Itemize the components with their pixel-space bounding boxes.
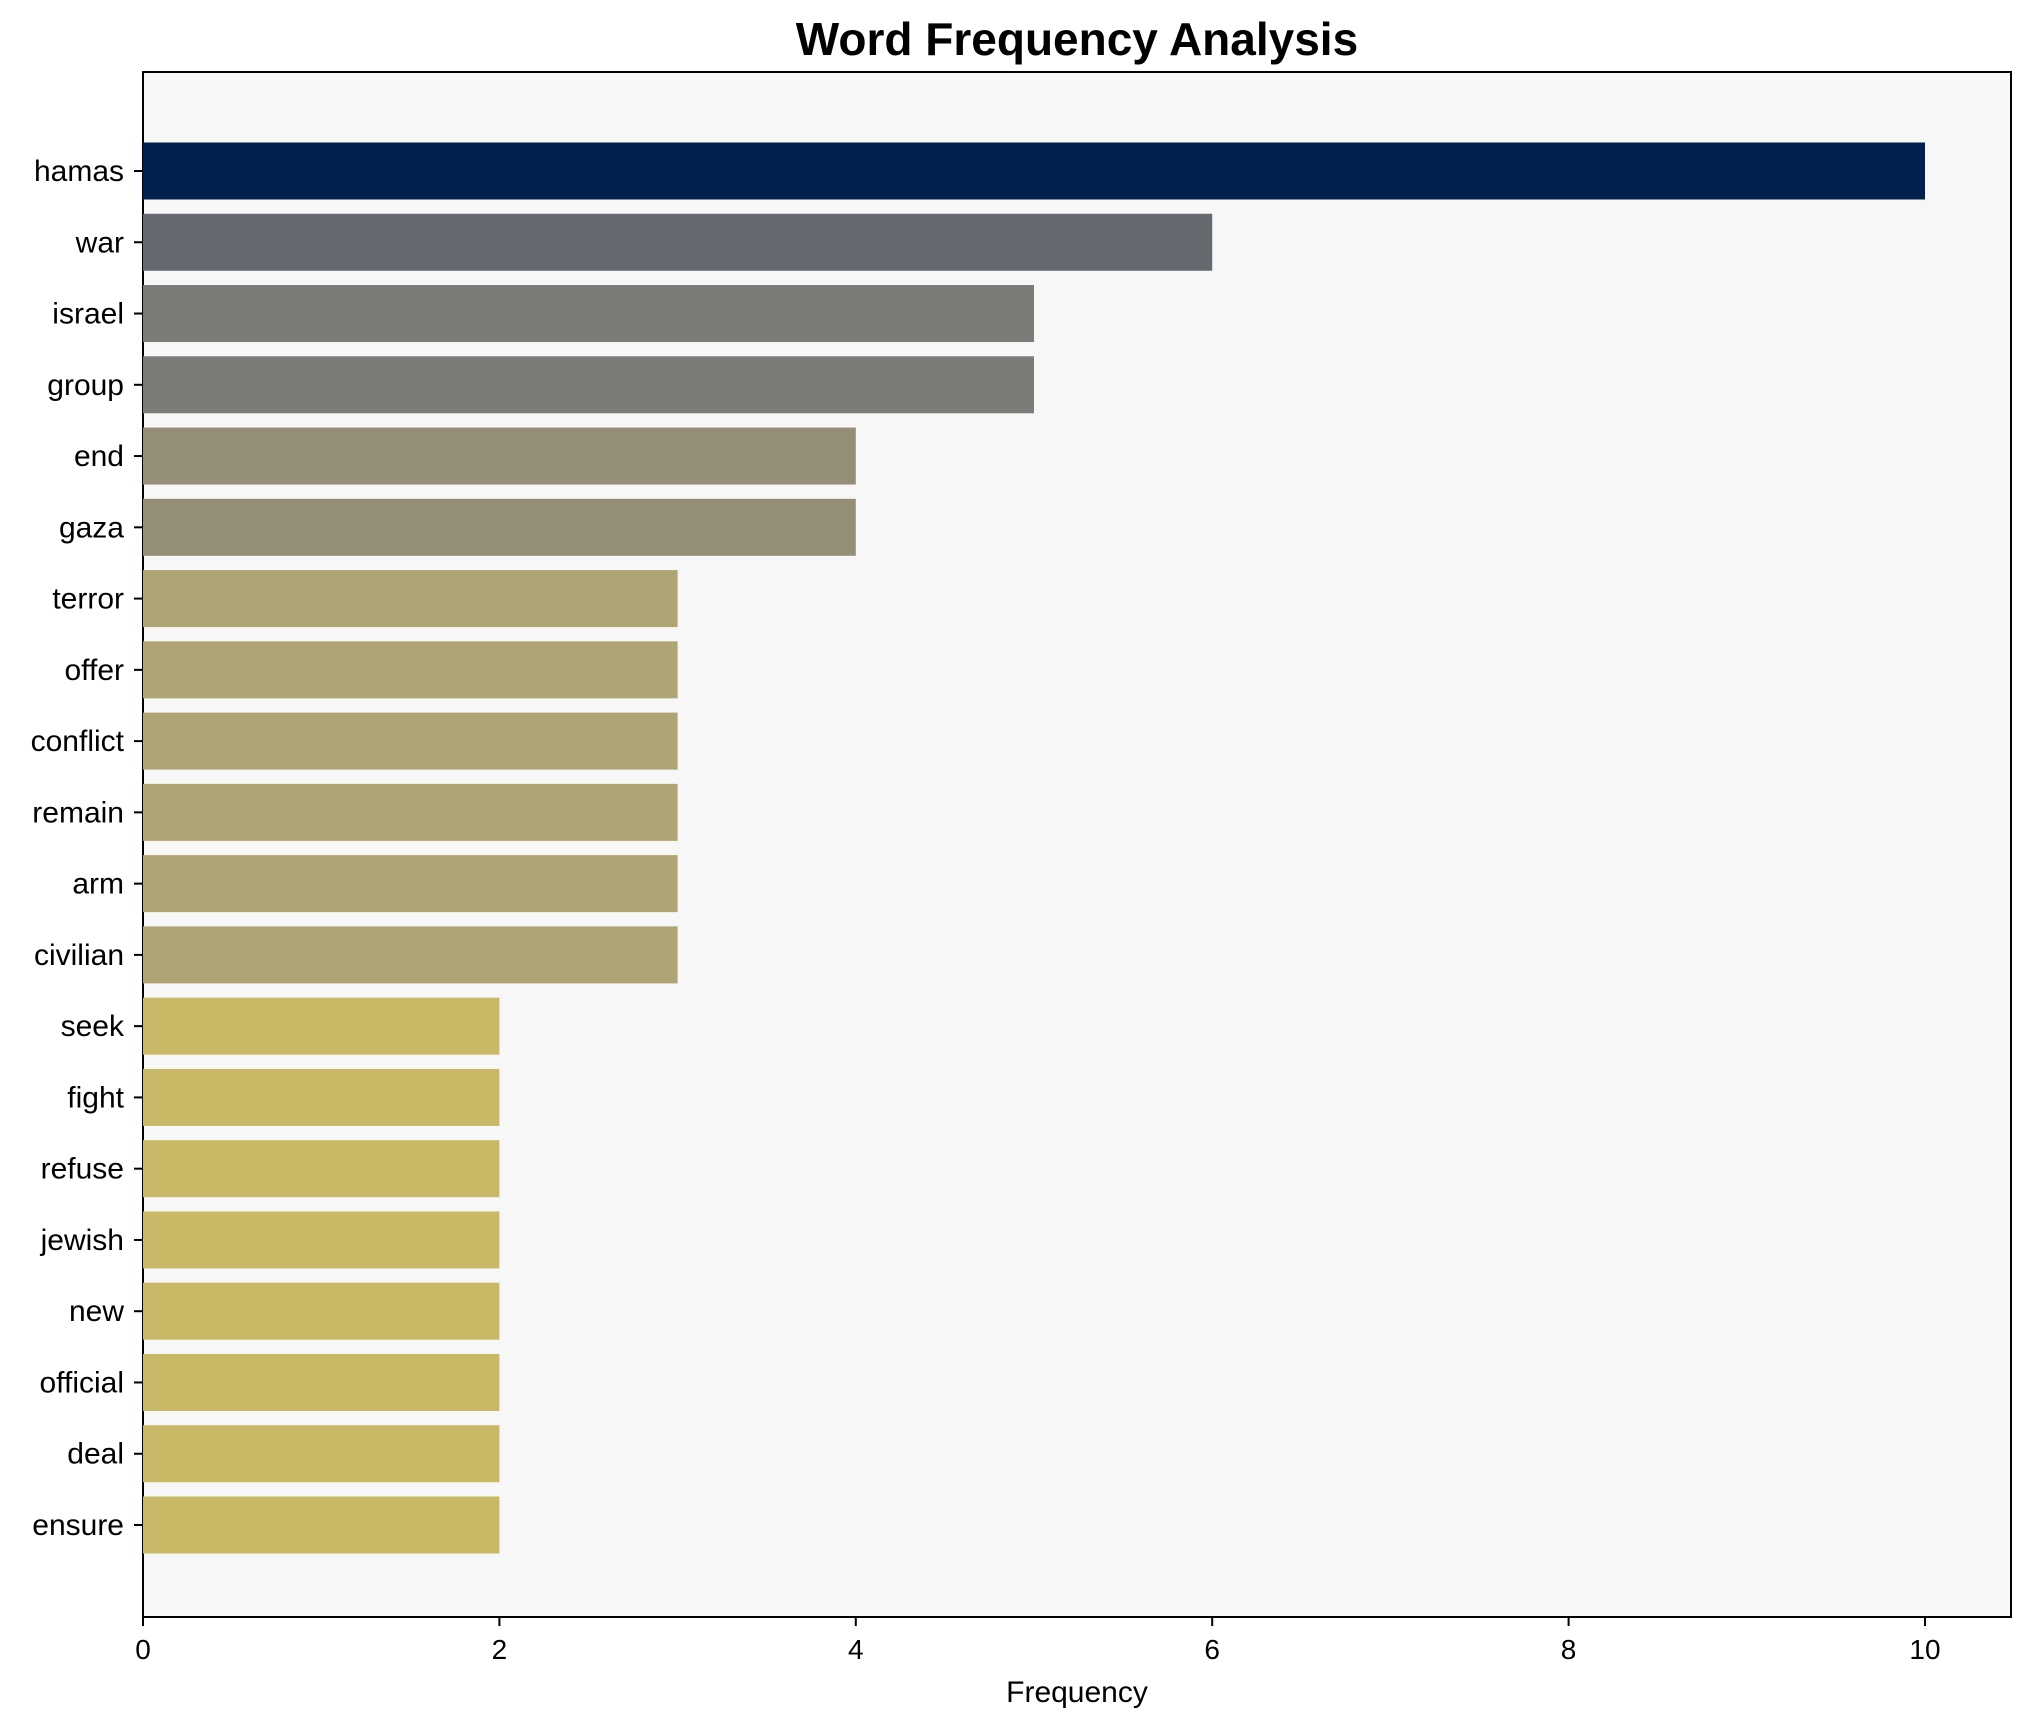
bar-fight <box>143 1068 500 1126</box>
y-tick-label: terror <box>52 583 124 616</box>
y-tick-label: remain <box>32 796 124 829</box>
y-tick-label: seek <box>61 1010 125 1043</box>
bar-jewish <box>143 1211 500 1269</box>
y-tick-label: hamas <box>34 155 124 188</box>
bar-war <box>143 213 1213 271</box>
bar-group <box>143 356 1034 414</box>
bar-official <box>143 1353 500 1411</box>
y-tick-label: new <box>69 1295 124 1328</box>
y-tick-label: offer <box>65 654 125 687</box>
bar-israel <box>143 285 1034 343</box>
y-axis: hamas war israel group end gaza terror offer con… <box>31 155 143 1542</box>
y-tick-label: fight <box>67 1081 124 1114</box>
y-tick-label: civilian <box>34 939 124 972</box>
bar-terror <box>143 570 678 628</box>
bars-group <box>143 142 1925 1554</box>
x-axis-label: Frequency <box>1006 1676 1148 1709</box>
y-tick-label: refuse <box>41 1153 124 1186</box>
bar-deal <box>143 1425 500 1483</box>
x-axis: 0 2 4 6 8 10 <box>135 1617 1941 1665</box>
y-tick-label: israel <box>52 298 124 331</box>
bar-gaza <box>143 498 856 556</box>
y-tick-label: arm <box>72 868 124 901</box>
bar-refuse <box>143 1140 500 1198</box>
x-tick-label: 0 <box>135 1634 151 1665</box>
bar-seek <box>143 997 500 1055</box>
x-tick-label: 2 <box>492 1634 508 1665</box>
y-tick-label: gaza <box>59 511 124 544</box>
bar-hamas <box>143 142 1925 200</box>
chart-title: Word Frequency Analysis <box>796 13 1358 65</box>
y-tick-label: war <box>75 226 124 259</box>
y-tick-label: deal <box>67 1438 124 1471</box>
x-tick-label: 4 <box>848 1634 864 1665</box>
bar-offer <box>143 641 678 699</box>
bar-ensure <box>143 1496 500 1554</box>
bar-conflict <box>143 712 678 770</box>
y-tick-label: official <box>40 1366 125 1399</box>
x-tick-label: 6 <box>1204 1634 1220 1665</box>
bar-civilian <box>143 926 678 984</box>
x-tick-label: 10 <box>1909 1634 1940 1665</box>
y-tick-label: ensure <box>32 1509 124 1542</box>
bar-new <box>143 1282 500 1340</box>
x-tick-label: 8 <box>1561 1634 1577 1665</box>
y-tick-label: group <box>47 369 124 402</box>
bar-end <box>143 427 856 485</box>
bar-arm <box>143 855 678 913</box>
y-tick-label: conflict <box>31 725 125 758</box>
y-tick-label: jewish <box>40 1224 124 1257</box>
y-tick-label: end <box>74 440 124 473</box>
bar-remain <box>143 783 678 841</box>
